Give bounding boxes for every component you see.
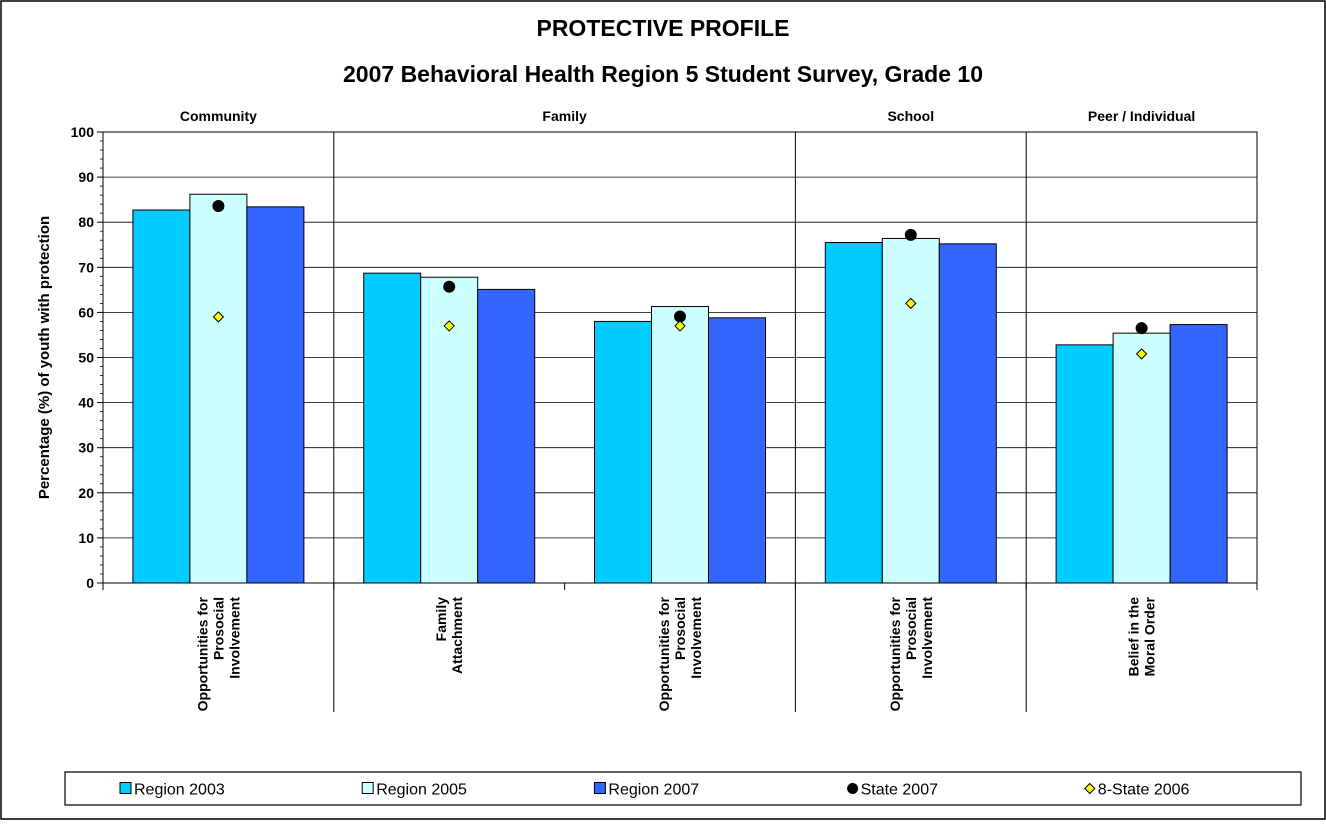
legend-region-2007: Region 2007 [593,782,699,799]
y-tick-label: 80 [78,214,94,230]
y-tick-label: 20 [78,485,94,501]
legend-label: State 2007 [861,782,939,799]
chart-title: PROTECTIVE PROFILE [536,15,789,41]
bar-region-2007 [938,243,997,584]
marker-8-state-2006 [443,320,455,332]
marker-state-2007 [212,199,225,212]
marker-state-2007 [1135,322,1148,335]
y-tick-label: 70 [78,259,94,275]
legend-swatch [361,782,374,794]
bar-region-2005 [189,193,248,584]
legend-marker [847,783,859,794]
marker-8-state-2006 [905,297,917,310]
bar-region-2003 [824,241,883,584]
bar-region-2003 [1055,344,1114,584]
y-tick-label: 100 [71,124,95,140]
category-label: Prosocial [210,597,226,660]
legend-label: 8-State 2006 [1098,782,1190,799]
legend-swatch [119,782,132,794]
bar-region-2003 [594,320,652,584]
category-label: Attachment [449,597,465,674]
bar-region-2007 [708,317,766,584]
group-label: Community [180,108,257,124]
legend-label: Region 2005 [376,782,467,799]
y-tick-label: 10 [78,530,94,546]
category-label: Belief in the [1126,597,1142,677]
category-label: Involvement [226,597,242,679]
y-tick-label: 40 [78,395,94,411]
bar-region-2005 [651,306,709,584]
legend-region-2005: Region 2005 [361,782,467,799]
category-label: Moral Order [1142,596,1158,676]
category-label: Family [433,597,449,642]
y-tick-label: 50 [78,350,94,366]
group-label: School [887,108,934,124]
legend-label: Region 2003 [134,782,225,799]
category-label: Opportunities for [656,596,672,711]
group-label: Peer / Individual [1088,108,1195,124]
y-tick-label: 30 [78,440,94,456]
category-label: Involvement [688,597,704,679]
category-label: Opportunities for [194,596,210,711]
category-label: Involvement [919,597,935,679]
group-label: Family [542,108,587,124]
category-label: Opportunities for [887,596,903,711]
y-axis-title: Percentage (%) of youth with protection [36,216,53,499]
legend-marker [1084,782,1096,795]
y-tick-label: 0 [86,575,94,591]
marker-state-2007 [904,228,917,241]
legend-state-2007: State 2007 [847,782,939,799]
bar-region-2007 [246,206,305,584]
category-label: Prosocial [903,597,919,660]
category-label: Prosocial [672,597,688,660]
bar-region-2003 [132,209,191,584]
bar-region-2003 [363,272,422,584]
legend-8-state-2006: 8-State 2006 [1084,782,1190,799]
bar-region-2007 [1169,324,1228,584]
legend-region-2003: Region 2003 [119,782,225,799]
legend-swatch [593,782,606,794]
chart-subtitle: 2007 Behavioral Health Region 5 Student … [343,61,983,87]
y-tick-label: 90 [78,169,94,185]
y-tick-label: 60 [78,304,94,320]
marker-state-2007 [443,280,456,293]
marker-8-state-2006 [1135,348,1148,360]
legend-label: Region 2007 [608,782,699,799]
bar-region-2005 [1112,332,1171,584]
marker-8-state-2006 [212,311,225,323]
marker-8-state-2006 [674,320,686,332]
bar-region-2005 [881,237,940,584]
bar-region-2007 [477,288,536,584]
